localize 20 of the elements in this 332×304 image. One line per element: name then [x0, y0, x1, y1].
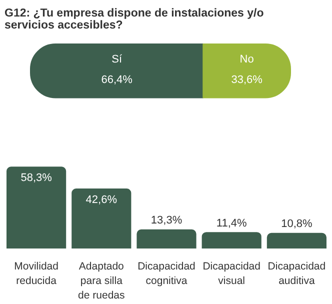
x-tick-label: Dicapacidad cognitiva: [138, 260, 196, 287]
chart-title: G12: ¿Tu empresa dispone de instalaciones y/o servicios accesibles?: [4, 8, 264, 32]
data-label: 10,8%: [281, 218, 313, 230]
x-tick-label: Movilidad reducida: [14, 260, 59, 287]
data-label: 58,3%: [20, 172, 52, 184]
x-tick-label: Adaptado para silla de ruedas: [78, 260, 125, 302]
bar: [202, 232, 262, 248]
data-label: 33,6%: [231, 74, 263, 86]
data-label: 66,4%: [101, 74, 133, 86]
data-label: 13,3%: [150, 214, 182, 227]
series-label: No: [240, 54, 254, 66]
bar: [72, 188, 132, 248]
x-tick-label: Dicapacidad auditiva: [268, 260, 326, 287]
data-label: 11,4%: [216, 217, 248, 230]
data-label: 42,6%: [86, 194, 118, 206]
series-label: Sí: [112, 54, 123, 66]
x-tick-label: Dicapacidad visual: [202, 260, 261, 287]
bar: [266, 232, 326, 248]
bar: [136, 229, 196, 248]
bar: [6, 166, 66, 248]
